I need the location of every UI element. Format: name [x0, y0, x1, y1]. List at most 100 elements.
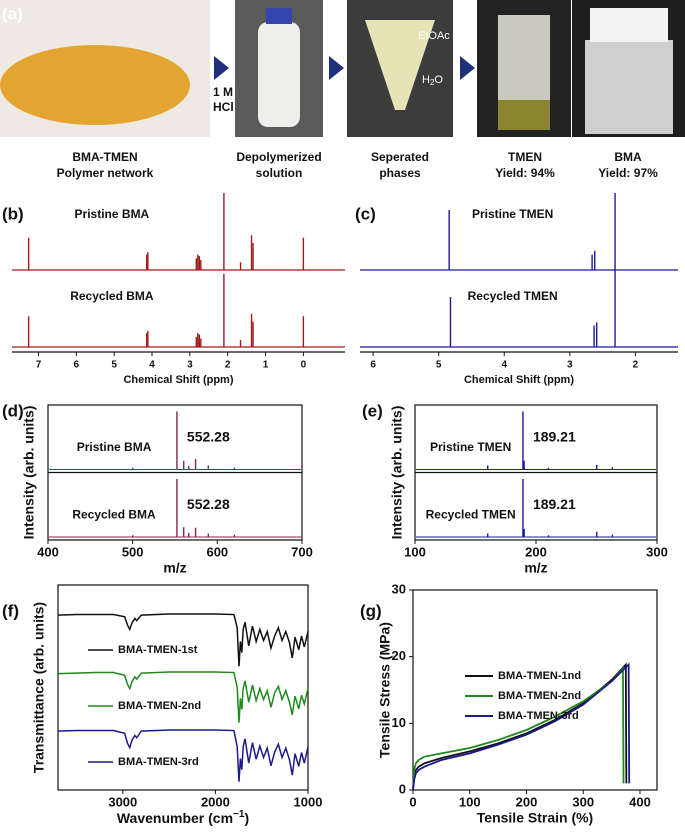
x-tick-label: 500: [122, 544, 144, 559]
plot-frame: [412, 589, 658, 791]
x-axis-label: m/z: [524, 560, 547, 576]
caption: Depolymerized: [236, 150, 321, 164]
x-tick-label: 1000: [294, 794, 323, 809]
polymer-pieces: [0, 45, 190, 125]
arrow: [329, 56, 344, 80]
spectrum: [57, 729, 309, 782]
curve: [412, 662, 631, 791]
legend-label: BMA-TMEN-1nd: [498, 670, 581, 682]
x-tick-label: 300: [572, 794, 594, 809]
spectrum: [57, 671, 309, 723]
x-tick-label: 6: [74, 360, 80, 371]
reagent: 1 M: [213, 85, 233, 99]
x-axis-label: Tensile Strain (%): [477, 810, 593, 826]
x-tick-label: 4: [501, 360, 507, 371]
x-tick-label: 6: [370, 360, 376, 371]
x-tick-label: 200: [525, 544, 547, 559]
panel-label: (a): [2, 4, 23, 23]
phase-label-part: O: [434, 74, 443, 86]
caption: TMEN: [508, 150, 542, 164]
caption: Polymer network: [57, 166, 154, 180]
bottle: [258, 22, 300, 127]
caption: Seperated: [371, 150, 429, 164]
y-tick-label: 30: [392, 581, 406, 596]
x-tick-label: 3: [567, 360, 573, 371]
plot-frame: [57, 584, 309, 791]
y-axis-label: Transmittance (arb. units): [31, 602, 47, 773]
x-tick-label: 300: [646, 544, 668, 559]
x-tick-label: 200: [516, 794, 538, 809]
panel-label: (b): [2, 204, 24, 223]
x-tick-label: 2: [225, 360, 231, 371]
curve: [412, 666, 625, 791]
x-tick-label: 600: [206, 544, 228, 559]
phase-label: H2O: [422, 74, 443, 87]
x-axis-label-sup: −1: [233, 809, 245, 820]
series-label: Pristine BMA: [77, 440, 152, 454]
x-tick-label: 0: [409, 794, 416, 809]
reagent: HCl: [213, 100, 234, 114]
panel-label: (e): [362, 401, 383, 420]
x-tick-label: 400: [629, 794, 651, 809]
series-label: Recycled TMEN: [468, 289, 558, 303]
caption: BMA-TMEN: [72, 150, 137, 164]
series-label: Pristine TMEN: [472, 207, 553, 221]
peak-label: 189.21: [533, 429, 576, 445]
x-tick-label: 0: [301, 360, 307, 371]
series-label: Recycled TMEN: [426, 508, 516, 522]
x-axis-label: Wavenumber (cm−1): [117, 809, 249, 826]
legend-label: BMA-TMEN-2nd: [118, 700, 201, 712]
peak-label: 189.21: [533, 496, 576, 512]
legend-label: BMA-TMEN-2nd: [498, 690, 581, 702]
curve: [412, 662, 628, 791]
vial: [585, 40, 673, 134]
spectrum: [57, 613, 309, 667]
legend-label: BMA-TMEN-1st: [118, 644, 198, 656]
series-label: Pristine BMA: [75, 207, 150, 221]
caption: solution: [256, 166, 303, 180]
x-axis-label: Chemical Shift (ppm): [123, 374, 233, 386]
series-label: Recycled BMA: [70, 289, 154, 303]
x-tick-label: 400: [37, 544, 59, 559]
y-tick-label: 20: [392, 648, 406, 663]
x-tick-label: 5: [436, 360, 442, 371]
x-axis-label-part: ): [244, 810, 249, 826]
phase-label-sub: 2: [430, 78, 435, 87]
panel-label: (c): [355, 204, 376, 223]
x-tick-label: 3000: [108, 794, 137, 809]
x-axis-label: m/z: [163, 560, 186, 576]
x-tick-label: 7: [36, 360, 42, 371]
panel-label: (d): [2, 401, 24, 420]
bottle-cap: [266, 8, 292, 24]
panel-label: (g): [360, 601, 382, 620]
x-tick-label: 2000: [201, 794, 230, 809]
x-axis-label-part: Wavenumber (cm: [117, 810, 233, 826]
vial-liquid: [498, 100, 550, 130]
x-tick-label: 100: [404, 544, 426, 559]
y-axis-label: Tensile Stress (MPa): [377, 622, 393, 758]
x-tick-label: 2: [633, 360, 639, 371]
phase-label-part: H: [422, 74, 430, 86]
caption: Yield: 97%: [598, 166, 658, 180]
series-label: Pristine TMEN: [430, 440, 511, 454]
vial-cap: [590, 8, 668, 42]
series-label: Recycled BMA: [72, 508, 156, 522]
x-axis-label: Chemical Shift (ppm): [464, 374, 574, 386]
legend-label: BMA-TMEN-3rd: [118, 756, 199, 768]
x-tick-label: 700: [291, 544, 313, 559]
x-tick-label: 100: [459, 794, 481, 809]
legend-label: BMA-TMEN-3rd: [498, 710, 579, 722]
arrow: [460, 56, 475, 80]
caption: Yield: 94%: [495, 166, 555, 180]
caption: phases: [379, 166, 421, 180]
x-tick-label: 1: [263, 360, 269, 371]
x-tick-label: 4: [149, 360, 155, 371]
y-axis-label: Intensity (arb. units): [21, 406, 37, 540]
arrow: [214, 56, 229, 80]
y-axis-label: Intensity (arb. units): [389, 406, 405, 540]
peak-label: 552.28: [187, 429, 230, 445]
x-tick-label: 5: [111, 360, 117, 371]
caption: BMA: [614, 150, 642, 164]
phase-label: EtOAc: [418, 30, 450, 42]
